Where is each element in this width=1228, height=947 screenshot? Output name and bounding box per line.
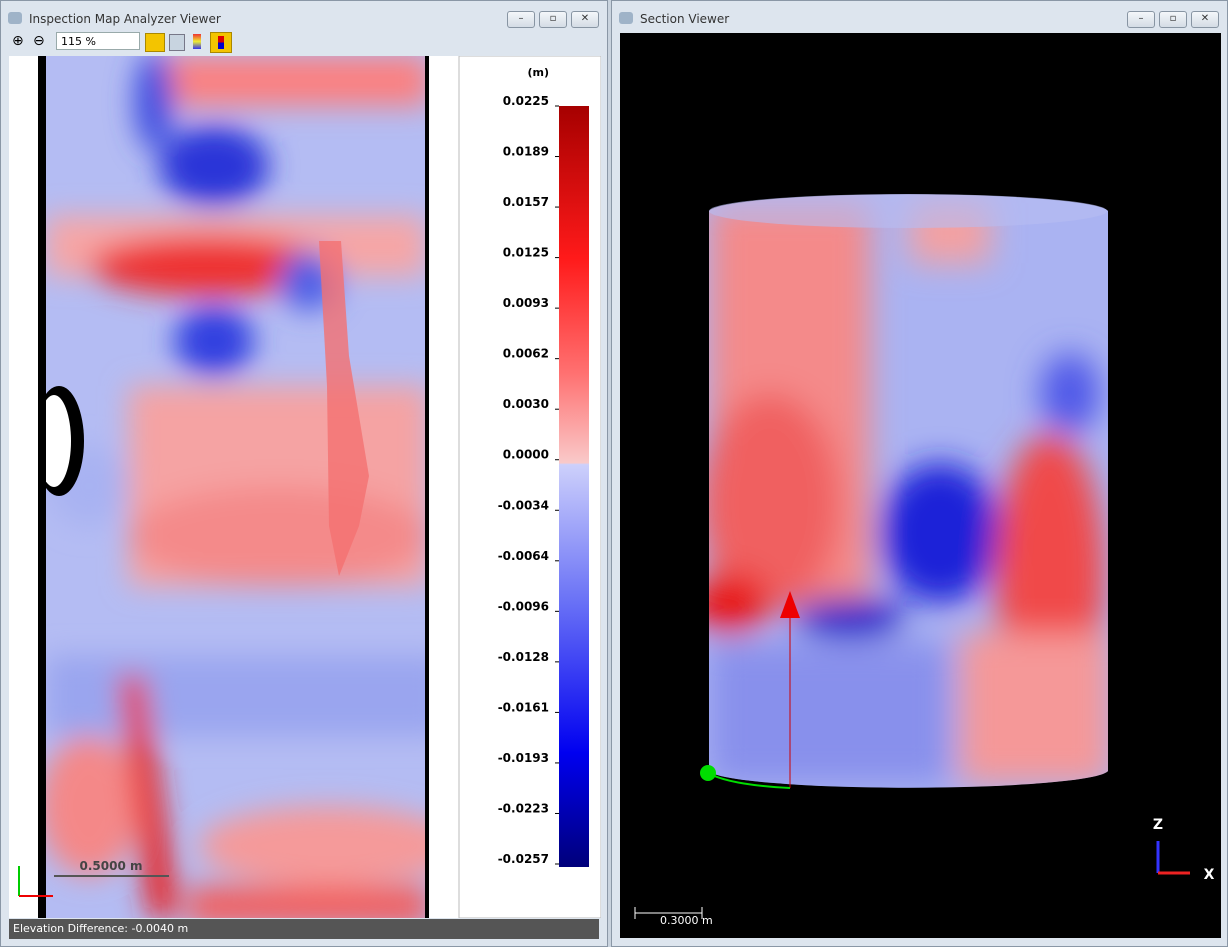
scale-label: 0.5000 m: [80, 859, 143, 873]
left-window: Inspection Map Analyzer Viewer – ▫ ✕ ⊕ ⊖ 1…: [0, 0, 608, 947]
tool-button[interactable]: [193, 34, 201, 49]
colorbar-tick-label: -0.0161: [498, 700, 549, 714]
colorbar-tick-label: 0.0157: [503, 195, 549, 209]
colorbar-tick-label: 0.0000: [503, 448, 549, 462]
map-view: 0.5000 m (m) 0.0225 0.0189 0.0157 0.0125 0.0…: [9, 56, 601, 918]
zoom-in[interactable]: ⊕: [12, 33, 24, 49]
zoom-out[interactable]: ⊖: [33, 33, 45, 49]
maximize[interactable]: ▫: [539, 11, 567, 28]
tool-button[interactable]: [145, 33, 165, 52]
app-icon: [8, 12, 22, 24]
minimize[interactable]: –: [1127, 11, 1155, 28]
colorbar-tick-label: -0.0193: [498, 751, 549, 765]
colorbar-tick-label: -0.0128: [498, 650, 549, 664]
section-view: 0.3000 m Z X: [620, 33, 1221, 938]
window-title: Inspection Map Analyzer Viewer: [29, 12, 221, 26]
maximize[interactable]: ▫: [1159, 11, 1187, 28]
axis-label: Z: [1153, 817, 1163, 833]
toolbar: ⊕ ⊖ 115 %: [9, 31, 599, 53]
colorbar-tick-label: -0.0064: [498, 549, 549, 563]
cylinder: [709, 194, 1108, 788]
colorbar-tick-label: -0.0096: [498, 599, 549, 613]
colorbar-tick-label: 0.0189: [503, 145, 549, 159]
colorbar: [559, 106, 589, 867]
colorbar-unit: (m): [527, 66, 549, 79]
window-title: Section Viewer: [640, 12, 730, 26]
map-border: [425, 56, 429, 918]
heatmap: [46, 56, 425, 918]
colorbar-tick-label: 0.0125: [503, 246, 549, 260]
close[interactable]: ✕: [571, 11, 599, 28]
colorbar-tick-label: 0.0093: [503, 296, 549, 310]
colorbar-tick-label: -0.0034: [498, 498, 549, 512]
zoom-combo[interactable]: 115 %: [56, 32, 140, 50]
colorbar-tick-label: -0.0223: [498, 801, 549, 815]
close[interactable]: ✕: [1191, 11, 1219, 28]
axis-label: X: [1204, 867, 1215, 883]
colorbar-tick-label: -0.0257: [498, 852, 549, 866]
colorbar-tick-label: 0.0030: [503, 397, 549, 411]
colorbar-tick-label: 0.0062: [503, 347, 549, 361]
map-border: [38, 56, 46, 918]
status-bar: Elevation Difference: -0.0040 m: [9, 919, 599, 939]
tool-button[interactable]: [210, 32, 232, 53]
right-window: Section Viewer – ▫ ✕ 0.: [611, 0, 1228, 947]
colorbar-tick-label: 0.0225: [503, 94, 549, 108]
minimize[interactable]: –: [507, 11, 535, 28]
app-icon: [619, 12, 633, 24]
tool-button[interactable]: [169, 34, 185, 51]
scale-label: 0.3000 m: [660, 914, 713, 927]
